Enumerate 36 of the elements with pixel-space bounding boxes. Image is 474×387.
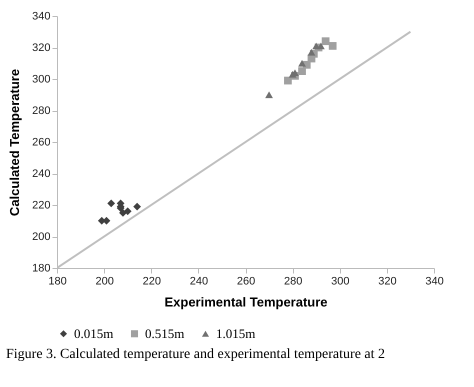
y-tick-label: 200 <box>32 231 50 243</box>
x-tick-label: 340 <box>425 276 444 288</box>
y-tick-label: 180 <box>32 262 50 274</box>
point <box>119 209 127 217</box>
point <box>107 200 116 208</box>
y-tick-label: 340 <box>32 10 50 22</box>
point <box>133 202 141 210</box>
point <box>317 42 325 50</box>
x-tick-label: 180 <box>48 276 67 288</box>
y-tick-label: 220 <box>32 200 50 212</box>
point <box>322 37 330 46</box>
y-axis-title: Calculated Temperature <box>7 68 22 216</box>
y-tick-label: 300 <box>32 74 50 86</box>
y-tick-label: 260 <box>32 136 50 148</box>
point <box>308 48 316 56</box>
x-tick-label: 260 <box>236 276 256 288</box>
x-axis-title: Experimental Temperature <box>164 294 328 310</box>
caption: Figure 3. Calculated temperature and experimental temperature at 2 <box>6 347 386 363</box>
point <box>328 42 337 50</box>
x-tick-label: 200 <box>95 276 114 288</box>
y-tick-label: 240 <box>32 168 50 180</box>
x-tick-label: 220 <box>142 276 161 288</box>
x-tick-label: 240 <box>190 276 208 288</box>
point <box>298 60 306 67</box>
legend-label: 1.015m <box>216 326 256 341</box>
legend-label: 0.015m <box>74 326 114 341</box>
point <box>124 207 132 216</box>
y-tick-label: 280 <box>32 105 50 117</box>
point <box>298 67 306 75</box>
legend-label: 0.515m <box>145 326 184 341</box>
point <box>284 76 292 84</box>
x-tick-label: 320 <box>378 276 397 288</box>
point <box>265 91 273 98</box>
x-tick-label: 280 <box>284 276 302 288</box>
x-tick-label: 300 <box>331 276 350 288</box>
y-tick-label: 320 <box>32 42 50 54</box>
